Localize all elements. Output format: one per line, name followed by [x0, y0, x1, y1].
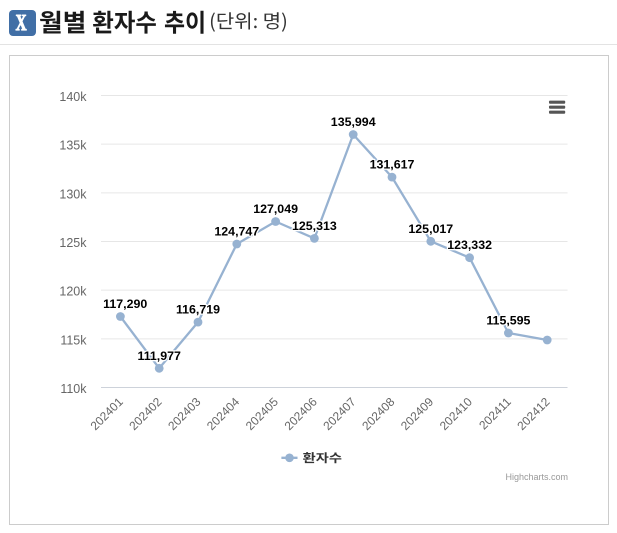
svg-text:202411: 202411 — [476, 394, 514, 432]
svg-text:202401: 202401 — [88, 394, 126, 432]
svg-text:124,747: 124,747 — [214, 225, 259, 239]
svg-text:202404: 202404 — [204, 394, 242, 432]
svg-text:202402: 202402 — [126, 394, 164, 432]
svg-text:202409: 202409 — [398, 394, 436, 432]
svg-text:125k: 125k — [59, 236, 87, 250]
svg-text:123,332: 123,332 — [447, 238, 492, 252]
svg-text:202410: 202410 — [437, 394, 475, 432]
svg-text:202408: 202408 — [359, 394, 397, 432]
svg-text:125,017: 125,017 — [408, 222, 453, 236]
svg-text:111,977: 111,977 — [137, 349, 181, 363]
svg-text:117,290: 117,290 — [103, 297, 147, 311]
svg-text:140k: 140k — [59, 90, 87, 104]
svg-text:135,994: 135,994 — [331, 115, 376, 129]
svg-text:110k: 110k — [60, 382, 87, 396]
svg-text:130k: 130k — [59, 187, 87, 201]
svg-text:115k: 115k — [60, 333, 87, 347]
svg-text:202412: 202412 — [514, 394, 552, 432]
svg-text:202406: 202406 — [282, 394, 320, 432]
svg-text:125,313: 125,313 — [292, 219, 337, 233]
svg-text:135k: 135k — [59, 139, 87, 153]
svg-text:202407: 202407 — [320, 394, 358, 432]
svg-text:Highcharts.com: Highcharts.com — [505, 472, 568, 482]
svg-text:127,049: 127,049 — [253, 202, 298, 216]
svg-text:131,617: 131,617 — [370, 158, 415, 172]
svg-text:120k: 120k — [59, 285, 87, 299]
svg-text:202403: 202403 — [165, 394, 203, 432]
svg-text:116,719: 116,719 — [176, 303, 220, 317]
svg-text:202405: 202405 — [243, 394, 281, 432]
svg-text:115,595: 115,595 — [486, 314, 530, 328]
